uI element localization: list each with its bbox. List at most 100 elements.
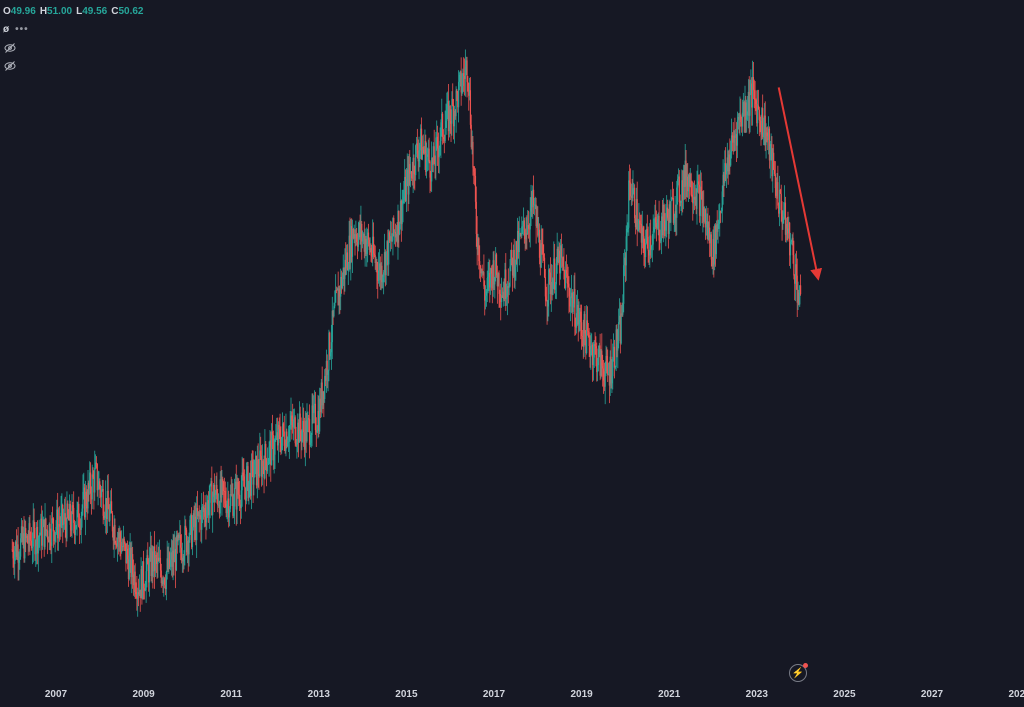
time-axis[interactable]: 2007 2009 2011 2013 2015 2017 2019 2021 2023 2025…	[45, 689, 1024, 700]
candle-body	[105, 498, 108, 520]
hidden-indicator-1[interactable]	[3, 39, 147, 57]
candle-body	[355, 234, 357, 239]
candle-body	[278, 424, 280, 430]
candle-body	[313, 405, 315, 414]
candle-body	[513, 249, 515, 277]
candle-body	[309, 442, 311, 445]
candle-body	[101, 488, 103, 491]
downtrend-arrow[interactable]	[777, 87, 823, 281]
candle-body	[685, 160, 687, 187]
candle-body	[308, 418, 310, 420]
candle-body	[180, 547, 183, 561]
candle-body	[577, 304, 579, 325]
candle-body	[639, 223, 642, 225]
candle-body	[553, 258, 555, 280]
candle-body	[638, 220, 640, 230]
candle-body	[80, 516, 82, 530]
candle-body	[382, 277, 384, 283]
candle-body	[673, 220, 675, 223]
candle-body	[407, 169, 409, 195]
candle-body	[416, 143, 418, 154]
candle-body	[635, 199, 637, 228]
candle-body	[677, 176, 680, 179]
candle-body	[377, 272, 379, 281]
candle-body	[616, 329, 618, 351]
candle-body	[731, 135, 733, 138]
candle-body	[35, 546, 37, 555]
candle-body	[44, 518, 46, 547]
lightning-icon[interactable]: ⚡	[789, 663, 808, 682]
candle-body	[179, 535, 181, 538]
candle-body	[459, 71, 461, 76]
candle-body	[25, 535, 28, 539]
candle-body	[456, 90, 458, 93]
candle-body	[98, 481, 100, 489]
candle-body	[670, 200, 672, 223]
candle-body	[775, 188, 777, 196]
candle-body	[127, 559, 130, 579]
candle-body	[722, 174, 724, 192]
candle-body	[204, 508, 206, 517]
candle-body	[305, 421, 307, 442]
candle-body	[707, 221, 709, 240]
candle-body	[538, 229, 541, 258]
candle-body	[505, 269, 507, 299]
candle-body	[255, 455, 258, 486]
candle-body	[233, 487, 236, 507]
candle-body	[358, 222, 360, 234]
candle-body	[698, 181, 700, 185]
candle-body	[780, 193, 782, 211]
candle-body	[212, 496, 214, 516]
candle-body	[572, 303, 574, 313]
hidden-indicator-2[interactable]	[3, 57, 147, 75]
candle-body	[340, 276, 342, 297]
more-options-button[interactable]: •••	[15, 24, 29, 35]
candle-body	[521, 226, 523, 236]
candle-body	[647, 236, 649, 251]
candle-body	[443, 139, 445, 142]
candle-body	[401, 204, 403, 225]
candle-body	[308, 419, 311, 445]
candle-body	[641, 227, 643, 243]
candle-body	[741, 112, 744, 127]
candle-body	[415, 143, 418, 146]
candle-body	[708, 227, 710, 240]
eye-off-icon[interactable]	[4, 60, 16, 72]
candle-body	[113, 524, 115, 541]
eye-off-icon[interactable]	[4, 42, 16, 54]
candle-body	[774, 174, 776, 189]
candle-body	[694, 196, 696, 200]
candle-body	[180, 535, 182, 548]
candle-body	[672, 198, 675, 223]
candle-body	[790, 240, 792, 242]
candle-body	[367, 232, 370, 240]
candle-body	[439, 141, 441, 148]
candle-body	[361, 223, 363, 242]
candle-body	[89, 472, 92, 494]
candle-body	[718, 222, 720, 224]
candle-body	[310, 434, 312, 443]
candle-body	[658, 215, 660, 241]
candle-body	[24, 528, 26, 559]
candle-body	[600, 350, 602, 376]
candle-body	[210, 481, 212, 485]
candle-body	[503, 291, 505, 300]
candle-body	[233, 506, 235, 516]
candle-body	[372, 236, 375, 254]
candle-body	[618, 315, 621, 323]
candle-body	[265, 459, 268, 472]
candle-body	[701, 192, 703, 217]
candle-body	[420, 128, 423, 160]
candle-body	[735, 134, 738, 146]
candle-body	[725, 165, 728, 175]
candle-body	[94, 467, 96, 493]
candle-body	[516, 230, 519, 260]
candle-body	[735, 134, 737, 138]
candle-body	[351, 226, 353, 257]
candle-body	[620, 313, 622, 344]
candle-body	[378, 263, 381, 271]
candle-body	[110, 501, 113, 514]
candle-body	[426, 156, 428, 172]
